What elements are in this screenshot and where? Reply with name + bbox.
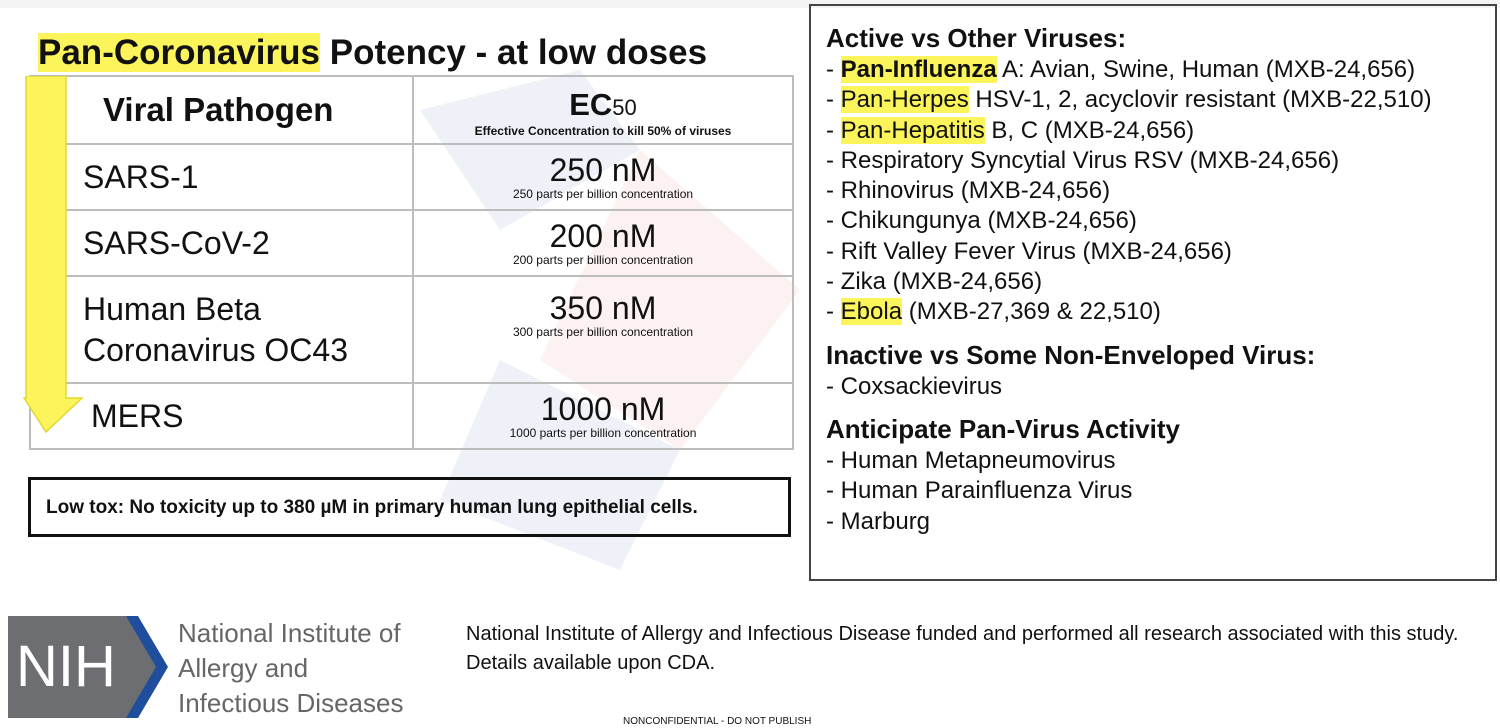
concentration-cell: 350 nM 300 parts per billion concentrati… <box>412 275 794 384</box>
nih-logo: NIH <box>8 616 168 718</box>
list-item: - Ebola (MXB-27,369 & 22,510) <box>826 298 1161 326</box>
concentration-cell: 250 nM 250 parts per billion concentrati… <box>412 143 794 211</box>
funding-note: National Institute of Allergy and Infect… <box>466 623 1459 674</box>
inactive-heading: Inactive vs Some Non-Enveloped Virus: <box>826 339 1316 370</box>
pathogen-name: SARS-1 <box>29 143 414 211</box>
top-band <box>0 0 1500 8</box>
pathogen-name-line2: Coronavirus OC43 <box>83 331 348 368</box>
ec-note: Effective Concentration to kill 50% of v… <box>474 123 732 138</box>
institute-name: National Institute of Allergy and Infect… <box>178 616 403 721</box>
concentration-value: 350 nM <box>549 290 657 326</box>
list-item: - Pan-Influenza A: Avian, Swine, Human (… <box>826 56 1416 83</box>
list-item: - Rift Valley Fever Virus (MXB-24,656) <box>826 237 1232 265</box>
concentration-cell: 200 nM 200 parts per billion concentrati… <box>412 209 794 277</box>
pathogen-name: SARS-CoV-2 <box>29 209 414 277</box>
concentration-value: 1000 nM <box>540 391 666 427</box>
table-header-row: Viral Pathogen EC50 Effective Concentrat… <box>29 75 794 145</box>
table-row: Human Beta Coronavirus OC43 350 nM 300 p… <box>29 275 794 384</box>
list-item: - Chikungunya (MXB-24,656) <box>826 207 1137 235</box>
pathogen-name: MERS <box>29 382 414 450</box>
list-item: - Human Metapneumovirus <box>826 446 1116 474</box>
nih-logo-text: NIH <box>16 634 116 699</box>
institute-line: National Institute of <box>178 618 401 648</box>
ec-subscript: 50 <box>612 94 637 120</box>
confidentiality-notice: NONCONFIDENTIAL - DO NOT PUBLISH <box>623 716 812 727</box>
list-item: - Pan-Hepatitis B, C (MXB-24,656) <box>826 116 1195 144</box>
list-item: - Zika (MXB-24,656) <box>826 268 1043 296</box>
header-ec50: EC50 Effective Concentration to kill 50%… <box>412 75 794 145</box>
inactive-virus-list: - Coxsackievirus <box>826 372 1495 402</box>
list-item: - Human Parainfluenza Virus <box>826 477 1133 505</box>
highlighted-term: Pan-Influenza <box>840 56 997 83</box>
list-item: - Rhinovirus (MXB-24,656) <box>826 177 1111 205</box>
list-item: - Pan-Herpes HSV-1, 2, acyclovir resista… <box>826 86 1432 114</box>
title-highlight: Pan-Coronavirus <box>38 33 320 72</box>
institute-line: Allergy and <box>178 653 309 683</box>
highlighted-term: Ebola <box>840 298 903 326</box>
concentration-note: 200 parts per billion concentration <box>512 253 694 267</box>
table-row: SARS-1 250 nM 250 parts per billion conc… <box>29 143 794 211</box>
active-heading: Active vs Other Viruses: <box>826 23 1127 53</box>
table-row: MERS 1000 nM 1000 parts per billion conc… <box>29 382 794 450</box>
concentration-note: 1000 parts per billion concentration <box>509 426 697 440</box>
concentration-note: 250 parts per billion concentration <box>512 187 694 201</box>
list-item: - Respiratory Syncytial Virus RSV (MXB-2… <box>826 146 1340 174</box>
list-item: - Marburg <box>826 507 931 535</box>
concentration-note: 300 parts per billion concentration <box>512 325 694 339</box>
pathogen-name: Human Beta Coronavirus OC43 <box>29 275 414 384</box>
header-viral-pathogen: Viral Pathogen <box>29 75 414 145</box>
list-item: - Coxsackievirus <box>826 372 1003 400</box>
virus-activity-panel: Active vs Other Viruses: - Pan-Influenza… <box>809 4 1497 581</box>
institute-line: Infectious Diseases <box>178 688 404 718</box>
ec-main-label: EC <box>569 86 613 122</box>
potency-table: Viral Pathogen EC50 Effective Concentrat… <box>29 75 794 450</box>
concentration-cell: 1000 nM 1000 parts per billion concentra… <box>412 382 794 450</box>
title-rest: Potency - at low doses <box>320 33 708 72</box>
toxicity-box: Low tox: No toxicity up to 380 µM in pri… <box>28 477 791 537</box>
down-arrow-icon <box>22 76 84 434</box>
concentration-value: 200 nM <box>549 218 657 254</box>
anticipate-heading: Anticipate Pan-Virus Activity <box>826 413 1180 444</box>
highlighted-term: Pan-Herpes <box>840 86 969 114</box>
page-title: Pan-Coronavirus Potency - at low doses <box>38 30 707 76</box>
table-row: SARS-CoV-2 200 nM 200 parts per billion … <box>29 209 794 277</box>
active-virus-list: - Pan-Influenza A: Avian, Swine, Human (… <box>826 55 1495 328</box>
anticipate-virus-list: - Human Metapneumovirus - Human Parainfl… <box>826 446 1495 537</box>
highlighted-term: Pan-Hepatitis <box>840 116 985 144</box>
concentration-value: 250 nM <box>549 152 657 188</box>
pathogen-name-line1: Human Beta <box>83 290 261 327</box>
